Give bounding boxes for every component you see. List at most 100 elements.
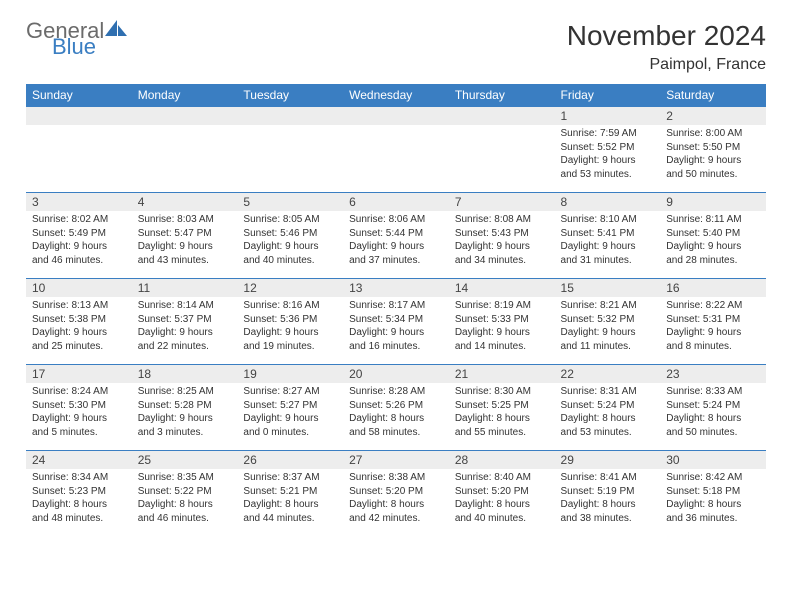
day-details: Sunrise: 8:17 AMSunset: 5:34 PMDaylight:… (343, 297, 449, 357)
day-details: Sunrise: 8:05 AMSunset: 5:46 PMDaylight:… (237, 211, 343, 271)
sunset-line: Sunset: 5:43 PM (455, 227, 549, 241)
sunset-line: Sunset: 5:49 PM (32, 227, 126, 241)
sunset-line: Sunset: 5:31 PM (666, 313, 760, 327)
daylight-line: Daylight: 9 hours and 16 minutes. (349, 326, 443, 353)
sunrise-line: Sunrise: 8:34 AM (32, 471, 126, 485)
day-number: 5 (237, 193, 343, 211)
calendar-day-cell: 4Sunrise: 8:03 AMSunset: 5:47 PMDaylight… (132, 193, 238, 279)
sunrise-line: Sunrise: 8:02 AM (32, 213, 126, 227)
calendar-day-cell: 2Sunrise: 8:00 AMSunset: 5:50 PMDaylight… (660, 107, 766, 193)
calendar-day-cell: 18Sunrise: 8:25 AMSunset: 5:28 PMDayligh… (132, 365, 238, 451)
weekday-header: Friday (555, 84, 661, 107)
sunset-line: Sunset: 5:37 PM (138, 313, 232, 327)
calendar-day-cell: 21Sunrise: 8:30 AMSunset: 5:25 PMDayligh… (449, 365, 555, 451)
calendar-day-cell: 11Sunrise: 8:14 AMSunset: 5:37 PMDayligh… (132, 279, 238, 365)
title-block: November 2024 Paimpol, France (567, 20, 766, 74)
day-number: 15 (555, 279, 661, 297)
calendar-week-row: 3Sunrise: 8:02 AMSunset: 5:49 PMDaylight… (26, 193, 766, 279)
calendar-day-cell: 5Sunrise: 8:05 AMSunset: 5:46 PMDaylight… (237, 193, 343, 279)
daylight-line: Daylight: 8 hours and 42 minutes. (349, 498, 443, 525)
daylight-line: Daylight: 8 hours and 36 minutes. (666, 498, 760, 525)
calendar-day-cell: 9Sunrise: 8:11 AMSunset: 5:40 PMDaylight… (660, 193, 766, 279)
day-number: 24 (26, 451, 132, 469)
calendar-day-cell: 3Sunrise: 8:02 AMSunset: 5:49 PMDaylight… (26, 193, 132, 279)
calendar-day-cell: 20Sunrise: 8:28 AMSunset: 5:26 PMDayligh… (343, 365, 449, 451)
sunrise-line: Sunrise: 8:13 AM (32, 299, 126, 313)
sunrise-line: Sunrise: 8:40 AM (455, 471, 549, 485)
day-number (26, 107, 132, 125)
calendar-day-cell: 10Sunrise: 8:13 AMSunset: 5:38 PMDayligh… (26, 279, 132, 365)
day-details: Sunrise: 7:59 AMSunset: 5:52 PMDaylight:… (555, 125, 661, 185)
calendar-day-cell: 30Sunrise: 8:42 AMSunset: 5:18 PMDayligh… (660, 451, 766, 537)
calendar-day-cell: 15Sunrise: 8:21 AMSunset: 5:32 PMDayligh… (555, 279, 661, 365)
sunrise-line: Sunrise: 8:27 AM (243, 385, 337, 399)
sunrise-line: Sunrise: 8:06 AM (349, 213, 443, 227)
calendar-day-cell (343, 107, 449, 193)
weekday-header: Sunday (26, 84, 132, 107)
day-details: Sunrise: 8:25 AMSunset: 5:28 PMDaylight:… (132, 383, 238, 443)
daylight-line: Daylight: 9 hours and 8 minutes. (666, 326, 760, 353)
day-number: 11 (132, 279, 238, 297)
day-number: 2 (660, 107, 766, 125)
day-number: 10 (26, 279, 132, 297)
sunset-line: Sunset: 5:52 PM (561, 141, 655, 155)
weekday-header: Monday (132, 84, 238, 107)
sunrise-line: Sunrise: 8:41 AM (561, 471, 655, 485)
sunrise-line: Sunrise: 8:14 AM (138, 299, 232, 313)
calendar-day-cell (449, 107, 555, 193)
calendar-day-cell: 8Sunrise: 8:10 AMSunset: 5:41 PMDaylight… (555, 193, 661, 279)
sunrise-line: Sunrise: 8:33 AM (666, 385, 760, 399)
sunrise-line: Sunrise: 8:38 AM (349, 471, 443, 485)
sunset-line: Sunset: 5:34 PM (349, 313, 443, 327)
daylight-line: Daylight: 9 hours and 0 minutes. (243, 412, 337, 439)
day-details: Sunrise: 8:02 AMSunset: 5:49 PMDaylight:… (26, 211, 132, 271)
day-details: Sunrise: 8:13 AMSunset: 5:38 PMDaylight:… (26, 297, 132, 357)
day-details: Sunrise: 8:03 AMSunset: 5:47 PMDaylight:… (132, 211, 238, 271)
sunset-line: Sunset: 5:26 PM (349, 399, 443, 413)
day-details: Sunrise: 8:37 AMSunset: 5:21 PMDaylight:… (237, 469, 343, 529)
sunrise-line: Sunrise: 8:37 AM (243, 471, 337, 485)
day-number: 18 (132, 365, 238, 383)
daylight-line: Daylight: 8 hours and 46 minutes. (138, 498, 232, 525)
sunset-line: Sunset: 5:38 PM (32, 313, 126, 327)
sunset-line: Sunset: 5:25 PM (455, 399, 549, 413)
sunset-line: Sunset: 5:24 PM (666, 399, 760, 413)
calendar-day-cell: 12Sunrise: 8:16 AMSunset: 5:36 PMDayligh… (237, 279, 343, 365)
day-number (132, 107, 238, 125)
day-details: Sunrise: 8:31 AMSunset: 5:24 PMDaylight:… (555, 383, 661, 443)
day-number: 3 (26, 193, 132, 211)
day-details: Sunrise: 8:41 AMSunset: 5:19 PMDaylight:… (555, 469, 661, 529)
weekday-header: Wednesday (343, 84, 449, 107)
day-number: 25 (132, 451, 238, 469)
day-details: Sunrise: 8:00 AMSunset: 5:50 PMDaylight:… (660, 125, 766, 185)
sunset-line: Sunset: 5:36 PM (243, 313, 337, 327)
day-details: Sunrise: 8:38 AMSunset: 5:20 PMDaylight:… (343, 469, 449, 529)
day-number: 21 (449, 365, 555, 383)
sunrise-line: Sunrise: 8:05 AM (243, 213, 337, 227)
sunrise-line: Sunrise: 8:19 AM (455, 299, 549, 313)
sunset-line: Sunset: 5:50 PM (666, 141, 760, 155)
day-number: 20 (343, 365, 449, 383)
sunrise-line: Sunrise: 8:30 AM (455, 385, 549, 399)
calendar-day-cell: 6Sunrise: 8:06 AMSunset: 5:44 PMDaylight… (343, 193, 449, 279)
sunset-line: Sunset: 5:20 PM (455, 485, 549, 499)
sunrise-line: Sunrise: 8:03 AM (138, 213, 232, 227)
day-details: Sunrise: 8:22 AMSunset: 5:31 PMDaylight:… (660, 297, 766, 357)
day-number (237, 107, 343, 125)
sunset-line: Sunset: 5:28 PM (138, 399, 232, 413)
sunrise-line: Sunrise: 8:08 AM (455, 213, 549, 227)
sunrise-line: Sunrise: 8:42 AM (666, 471, 760, 485)
daylight-line: Daylight: 9 hours and 46 minutes. (32, 240, 126, 267)
day-details: Sunrise: 8:06 AMSunset: 5:44 PMDaylight:… (343, 211, 449, 271)
day-details: Sunrise: 8:08 AMSunset: 5:43 PMDaylight:… (449, 211, 555, 271)
day-details: Sunrise: 8:21 AMSunset: 5:32 PMDaylight:… (555, 297, 661, 357)
sunset-line: Sunset: 5:27 PM (243, 399, 337, 413)
calendar-day-cell: 26Sunrise: 8:37 AMSunset: 5:21 PMDayligh… (237, 451, 343, 537)
sunrise-line: Sunrise: 7:59 AM (561, 127, 655, 141)
day-number: 28 (449, 451, 555, 469)
calendar-body: 1Sunrise: 7:59 AMSunset: 5:52 PMDaylight… (26, 107, 766, 537)
day-number: 1 (555, 107, 661, 125)
sunrise-line: Sunrise: 8:25 AM (138, 385, 232, 399)
day-number: 23 (660, 365, 766, 383)
sunset-line: Sunset: 5:22 PM (138, 485, 232, 499)
